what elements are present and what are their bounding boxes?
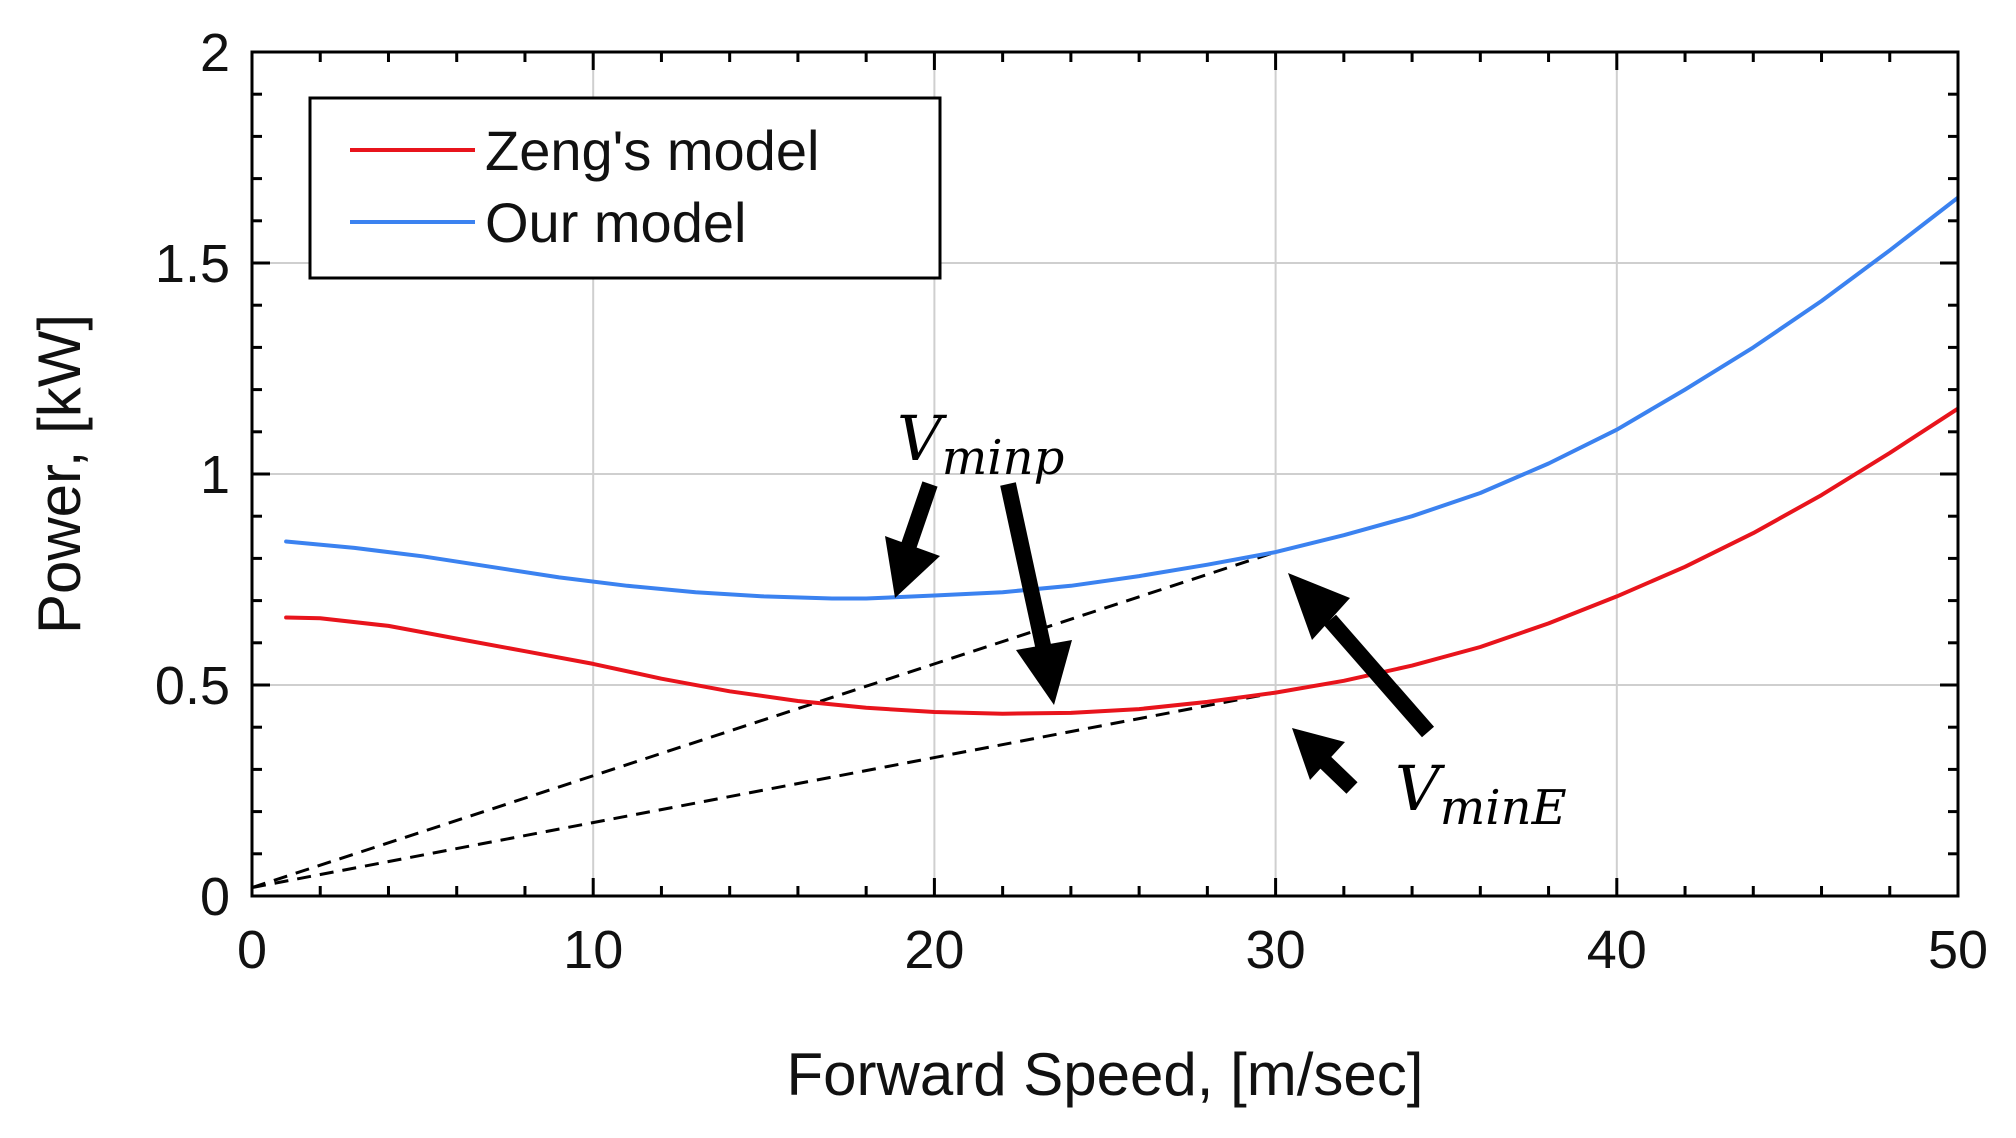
annotation-vminp: Vminp bbox=[897, 402, 1064, 486]
x-axis-title: Forward Speed, [m/sec] bbox=[787, 1041, 1424, 1108]
annotation-vmine-main: V bbox=[1395, 752, 1446, 825]
y-tick-label-0: 0 bbox=[200, 867, 230, 927]
y-tick-label-3: 1.5 bbox=[155, 234, 230, 294]
annotation-arrows bbox=[885, 481, 1435, 794]
x-tick-label-1: 10 bbox=[563, 920, 623, 980]
y-axis-title: Power, [kW] bbox=[26, 314, 93, 634]
vmine-arrow-to-our-model bbox=[1288, 573, 1435, 738]
legend-label-zengs-model: Zeng's model bbox=[485, 119, 819, 182]
axis-tick-labels: 0 10 20 30 40 50 0 0.5 1 1.5 2 bbox=[155, 23, 1988, 980]
x-tick-label-3: 30 bbox=[1246, 920, 1306, 980]
series-line-zeng-s-model bbox=[284, 406, 1958, 716]
x-tick-label-4: 40 bbox=[1587, 920, 1647, 980]
axis-ticks bbox=[250, 50, 1960, 898]
tangent-to-zengs-model bbox=[252, 691, 1276, 890]
annotation-vmine-subscript: minE bbox=[1440, 780, 1567, 836]
x-tick-label-0: 0 bbox=[237, 920, 267, 980]
tangent-lines bbox=[252, 550, 1277, 890]
tangent-to-our-model bbox=[252, 550, 1277, 889]
y-tick-label-1: 0.5 bbox=[155, 656, 230, 716]
x-tick-label-2: 20 bbox=[904, 920, 964, 980]
annotation-vminp-main: V bbox=[897, 402, 948, 475]
annotation-vminp-subscript: minp bbox=[942, 430, 1065, 486]
series-line-our-model bbox=[284, 195, 1958, 601]
vmine-arrow-to-zengs-model bbox=[1292, 728, 1358, 794]
legend-box bbox=[308, 96, 942, 280]
legend: Zeng's model Our model bbox=[308, 96, 942, 280]
vminp-arrow-to-zengs-model bbox=[1000, 482, 1072, 705]
annotation-vmine: VminE bbox=[1395, 752, 1567, 836]
legend-label-our-model: Our model bbox=[485, 191, 746, 254]
vminp-arrow-to-our-model bbox=[885, 481, 940, 598]
y-tick-label-2: 1 bbox=[200, 445, 230, 505]
y-tick-label-4: 2 bbox=[200, 23, 230, 83]
x-tick-label-5: 50 bbox=[1928, 920, 1988, 980]
data-series bbox=[284, 195, 1958, 716]
